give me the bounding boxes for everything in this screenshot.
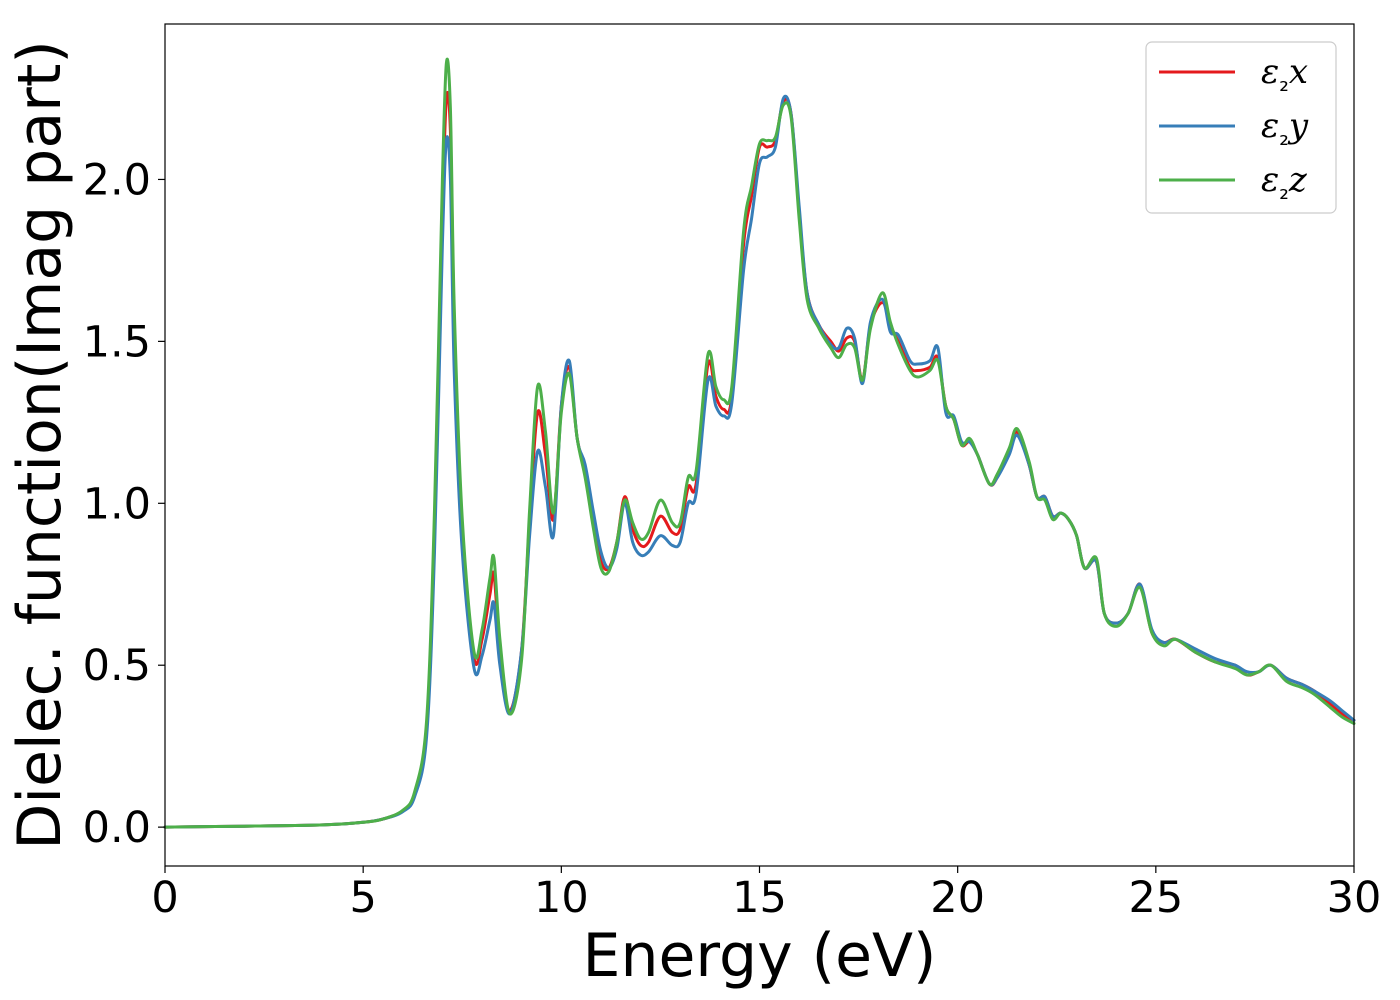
x-tick-label: 15 <box>732 873 787 923</box>
x-tick-label: 10 <box>534 873 589 923</box>
y-axis-ticks: 0.0 0.5 1.0 1.5 2.0 <box>83 155 165 853</box>
y-tick-label: 0.5 <box>83 641 151 691</box>
x-axis-label: Energy (eV) <box>583 921 937 991</box>
x-tick-label: 25 <box>1128 873 1183 923</box>
x-tick-label: 5 <box>349 873 376 923</box>
y-tick-label: 1.5 <box>83 317 151 367</box>
x-tick-label: 20 <box>930 873 985 923</box>
x-axis-ticks: 0 5 10 15 20 25 30 <box>151 866 1381 923</box>
legend-label: ε₂x <box>1261 52 1308 97</box>
x-tick-label: 0 <box>151 873 178 923</box>
y-axis-label: Dielec. function(Imag part) <box>5 40 75 850</box>
legend: ε₂x ε₂y ε₂z <box>1145 41 1337 214</box>
y-tick-label: 2.0 <box>83 155 151 205</box>
y-tick-label: 1.0 <box>83 479 151 529</box>
y-tick-label: 0.0 <box>83 803 151 853</box>
legend-label: ε₂y <box>1261 106 1309 151</box>
series-line-3 <box>163 57 1356 829</box>
legend-box <box>1145 41 1337 214</box>
plot-lines <box>163 57 1356 829</box>
legend-label: ε₂z <box>1261 160 1308 205</box>
x-tick-label: 30 <box>1327 873 1382 923</box>
